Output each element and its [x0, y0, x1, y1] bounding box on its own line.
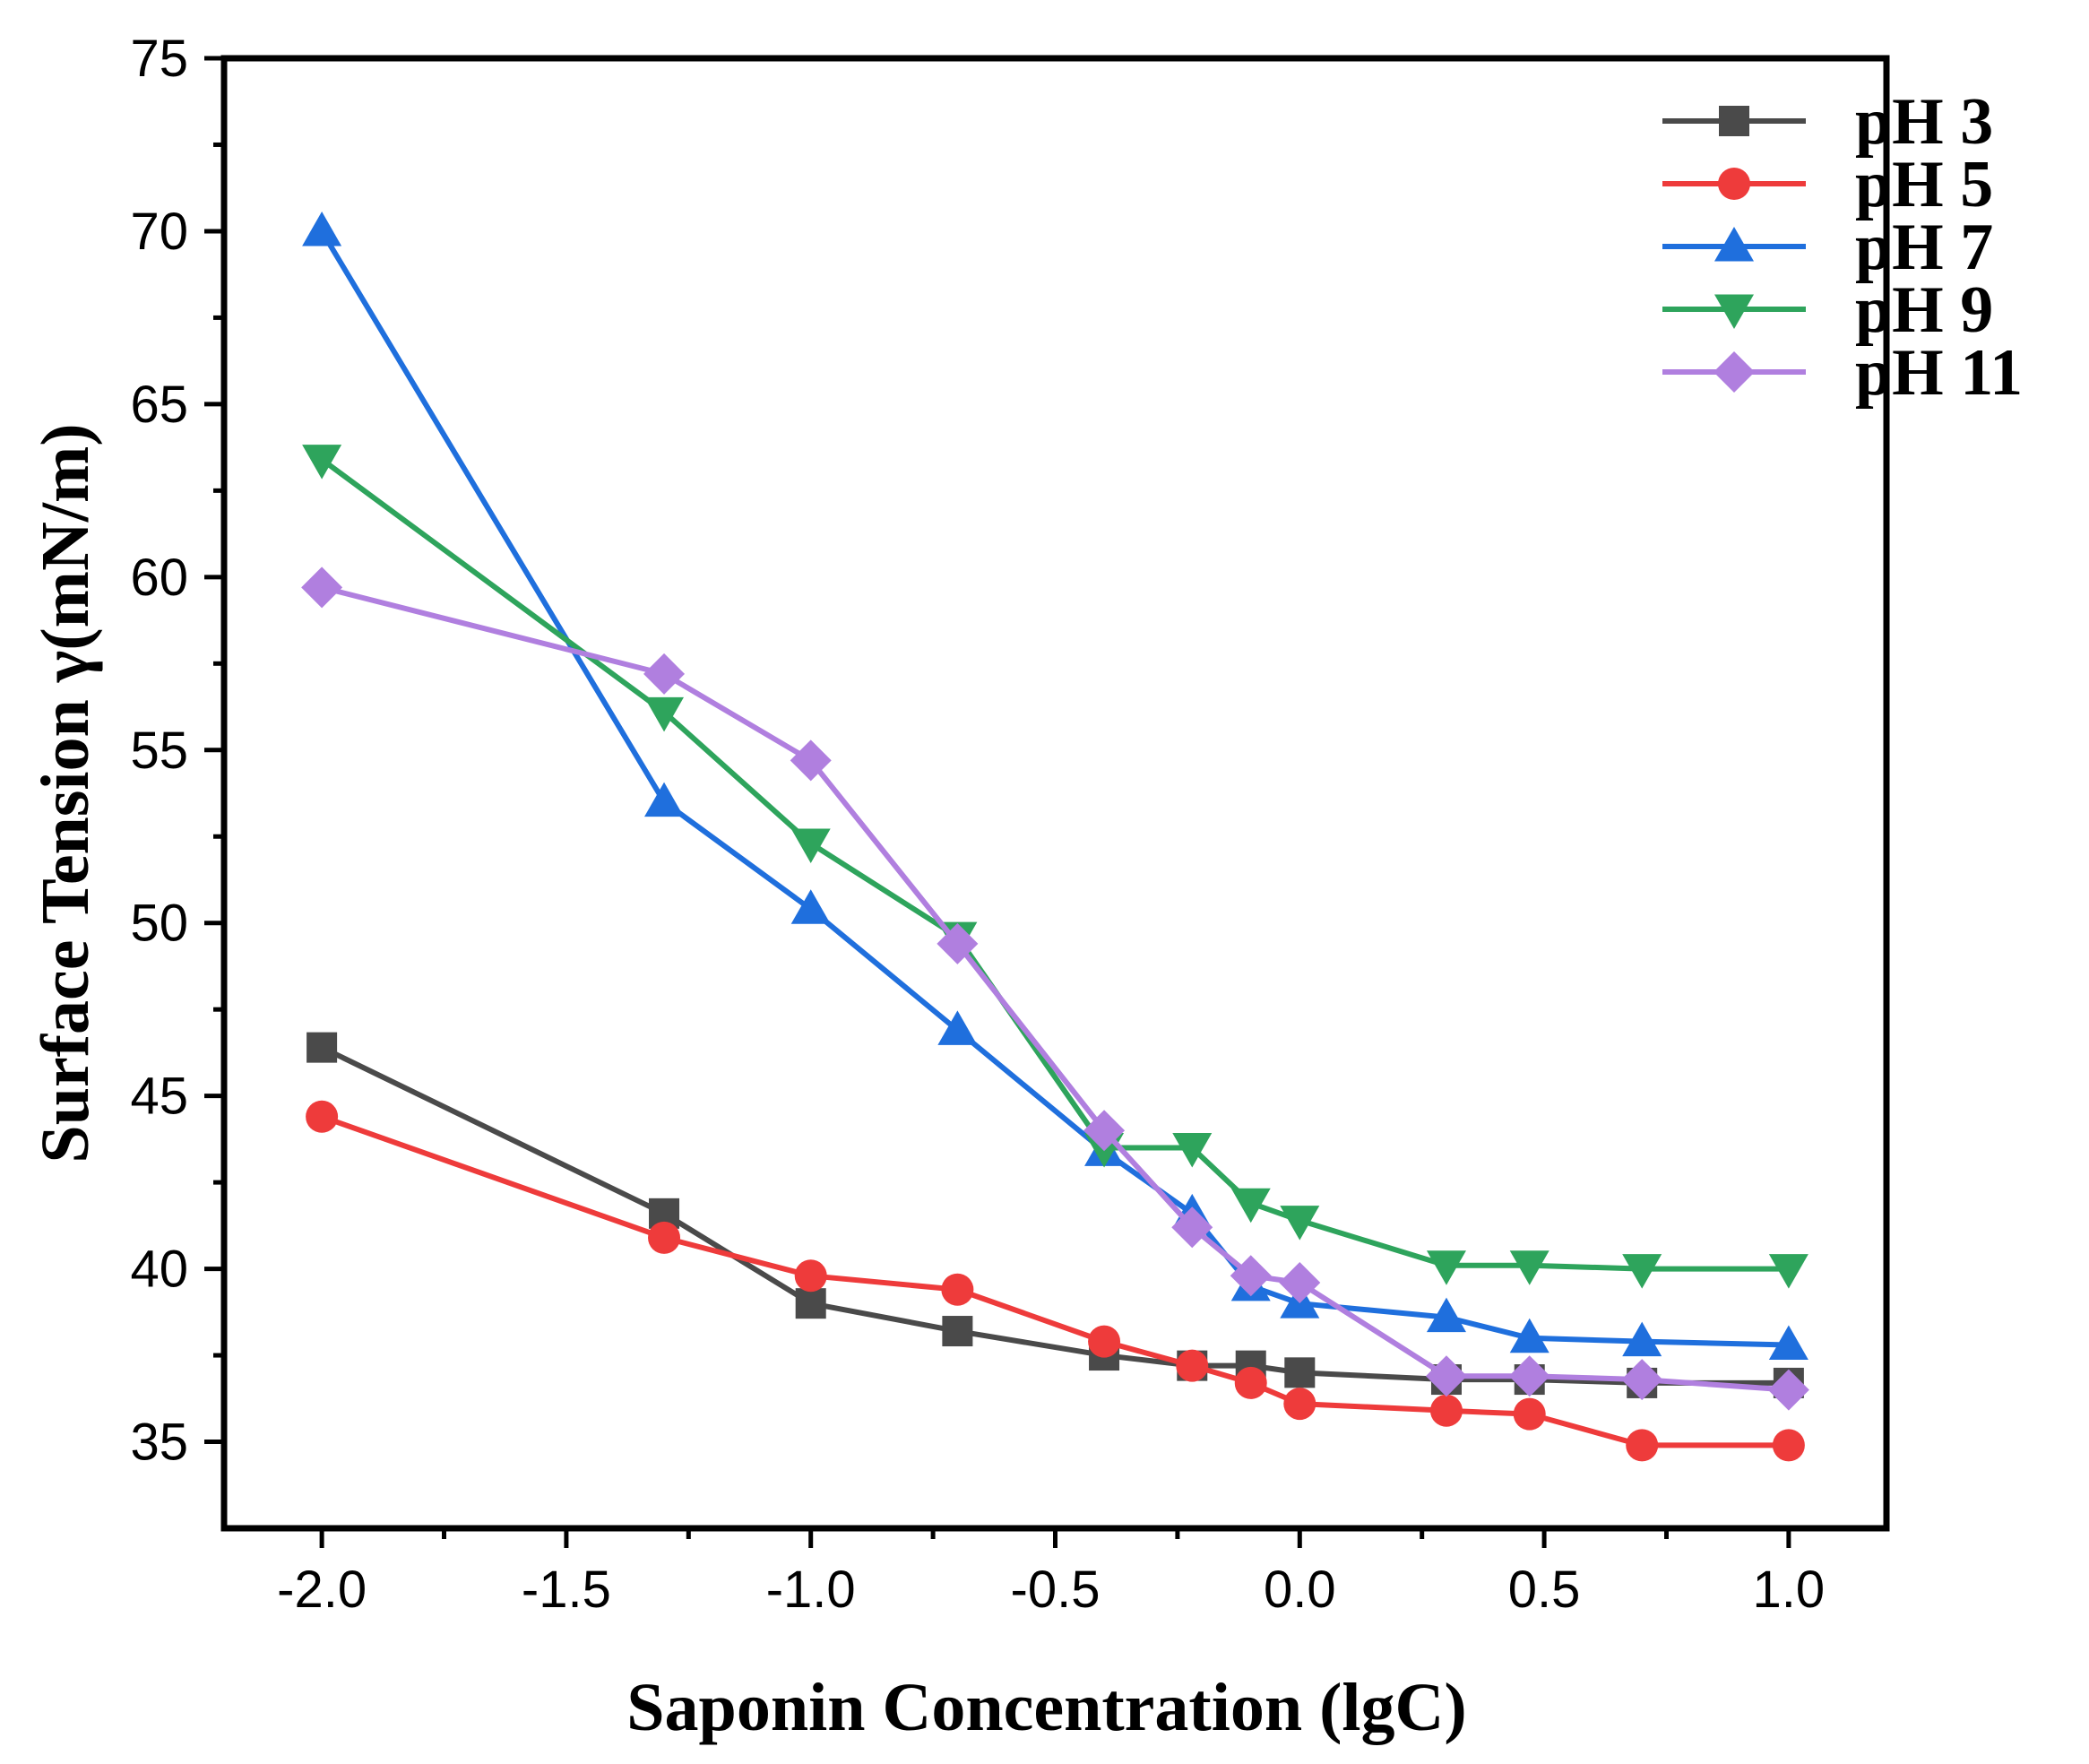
data-point	[1772, 1429, 1805, 1462]
ticks-layer: -2.0 -1.5 -1.0 -0.5 0.0 0.5 1.0 35 40 45 50 55 60 65 7…	[130, 30, 1825, 1619]
data-point	[790, 739, 832, 782]
data-point	[1621, 1359, 1663, 1401]
data-point	[1234, 1366, 1267, 1399]
x-tick-label: -1.5	[522, 1561, 611, 1619]
data-point	[1768, 1254, 1808, 1289]
series-layer	[301, 211, 1809, 1462]
legend-item: pH 5	[1662, 148, 1993, 221]
data-point	[306, 1100, 339, 1133]
x-tick-label: 0.0	[1264, 1561, 1336, 1619]
y-tick-label: 50	[130, 895, 188, 953]
y-tick-label: 40	[130, 1241, 188, 1299]
data-point	[302, 211, 342, 246]
series-line	[321, 1113, 1789, 1448]
data-point	[1426, 1297, 1466, 1333]
legend-item: pH 9	[1662, 273, 1993, 347]
data-point	[1509, 1318, 1549, 1353]
data-point	[794, 1259, 827, 1293]
series-ph-5	[306, 1100, 1805, 1462]
data-point	[1279, 1262, 1321, 1304]
data-point	[1622, 1254, 1662, 1289]
data-point	[941, 1273, 974, 1306]
plot-frame	[220, 55, 1890, 1532]
data-point	[643, 653, 686, 695]
data-point	[301, 566, 343, 609]
data-point	[1230, 1255, 1272, 1297]
data-point	[1171, 1206, 1213, 1249]
data-point	[1626, 1429, 1659, 1462]
x-tick-label: 1.0	[1753, 1561, 1826, 1619]
legend: pH 3pH 5pH 7pH 9pH 11	[1662, 85, 2023, 410]
data-point	[1283, 1388, 1316, 1421]
legend-label: pH 11	[1855, 336, 2023, 410]
y-tick-label: 70	[130, 203, 188, 261]
legend-marker	[1713, 351, 1755, 393]
series-ph-11	[301, 566, 1809, 1411]
data-point	[790, 828, 831, 863]
legend-item: pH 11	[1662, 336, 2023, 410]
data-point	[1083, 1110, 1126, 1152]
data-point	[790, 889, 831, 924]
data-point	[1509, 1250, 1549, 1285]
x-axis-title: Saponin Concentration (lgC)	[626, 1670, 1466, 1745]
data-point	[1088, 1325, 1121, 1358]
x-tick-label: -0.5	[1011, 1561, 1101, 1619]
data-point	[1429, 1394, 1463, 1427]
data-point	[1426, 1250, 1466, 1285]
legend-label: pH 9	[1855, 273, 1993, 347]
data-point	[1284, 1357, 1316, 1388]
x-tick-label: -2.0	[277, 1561, 367, 1619]
legend-label: pH 5	[1855, 148, 1993, 221]
y-tick-label: 55	[130, 722, 188, 780]
data-point	[644, 782, 685, 817]
y-tick-label: 60	[130, 549, 188, 607]
legend-marker	[1719, 106, 1749, 136]
data-point	[937, 1010, 978, 1045]
data-point	[306, 1032, 338, 1063]
data-point	[1768, 1325, 1808, 1360]
series-line	[319, 229, 1789, 1348]
legend-marker	[1714, 294, 1754, 329]
data-point	[302, 445, 342, 480]
y-tick-label: 75	[130, 30, 188, 88]
y-axis-title: Surface Tension γ(mN/m)	[28, 423, 103, 1163]
y-tick-label: 65	[130, 376, 188, 434]
data-point	[1508, 1355, 1550, 1397]
legend-marker	[1718, 168, 1750, 200]
data-point	[795, 1288, 826, 1319]
series-line	[320, 457, 1789, 1272]
data-point	[1767, 1369, 1809, 1411]
legend-item: pH 7	[1662, 211, 1993, 284]
series-ph-3	[306, 1032, 1804, 1398]
data-point	[1280, 1206, 1320, 1241]
data-point	[1425, 1355, 1467, 1397]
data-point	[942, 1316, 973, 1347]
data-point	[1176, 1349, 1209, 1382]
series-line	[321, 584, 1790, 1393]
y-tick-label: 45	[130, 1068, 188, 1126]
legend-label: pH 7	[1855, 211, 1993, 284]
data-point	[1513, 1397, 1546, 1431]
legend-item: pH 3	[1662, 85, 1993, 159]
y-tick-label: 35	[130, 1414, 188, 1472]
data-point	[1622, 1321, 1662, 1357]
data-point	[1230, 1188, 1271, 1224]
x-tick-label: 0.5	[1508, 1561, 1581, 1619]
legend-marker	[1714, 227, 1754, 262]
legend-label: pH 3	[1855, 85, 1993, 159]
data-point	[1172, 1133, 1213, 1168]
data-point	[644, 696, 685, 732]
data-point	[937, 922, 979, 964]
data-point	[648, 1221, 681, 1254]
series-line	[320, 1044, 1789, 1386]
x-tick-label: -1.0	[766, 1561, 856, 1619]
